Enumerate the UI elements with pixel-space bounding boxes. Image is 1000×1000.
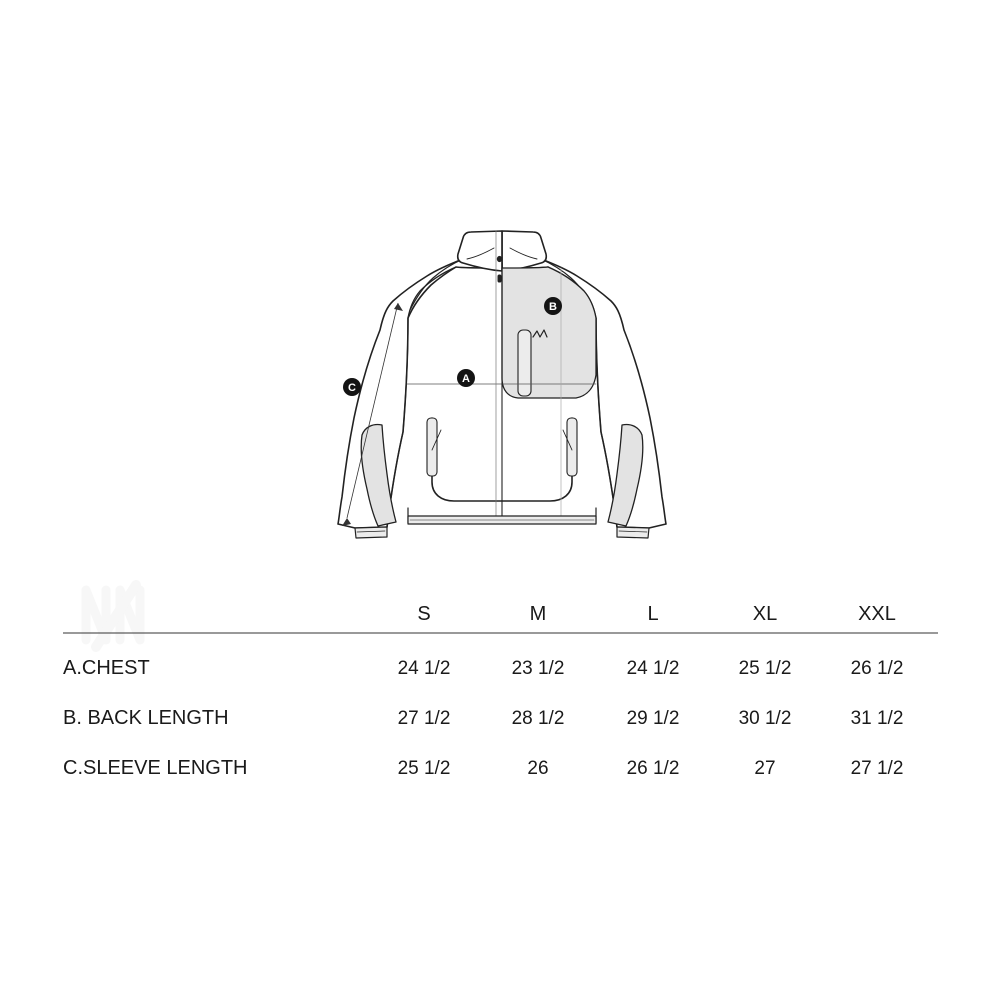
svg-text:A: A bbox=[462, 373, 470, 385]
svg-text:23 1/2: 23 1/2 bbox=[512, 658, 565, 679]
svg-text:XL: XL bbox=[753, 603, 777, 625]
svg-text:M: M bbox=[530, 603, 547, 625]
svg-text:B: B bbox=[549, 301, 557, 313]
svg-text:27: 27 bbox=[754, 758, 775, 779]
svg-text:L: L bbox=[647, 603, 658, 625]
svg-text:29 1/2: 29 1/2 bbox=[627, 708, 680, 729]
svg-text:25 1/2: 25 1/2 bbox=[739, 658, 792, 679]
svg-text:B. BACK LENGTH: B. BACK LENGTH bbox=[63, 707, 229, 729]
svg-text:27 1/2: 27 1/2 bbox=[851, 758, 904, 779]
svg-text:26: 26 bbox=[527, 758, 548, 779]
svg-text:XXL: XXL bbox=[858, 603, 896, 625]
svg-text:26 1/2: 26 1/2 bbox=[851, 658, 904, 679]
svg-text:27 1/2: 27 1/2 bbox=[398, 708, 451, 729]
svg-text:C.SLEEVE LENGTH: C.SLEEVE LENGTH bbox=[63, 757, 248, 779]
svg-text:24 1/2: 24 1/2 bbox=[398, 658, 451, 679]
svg-text:28 1/2: 28 1/2 bbox=[512, 708, 565, 729]
svg-text:S: S bbox=[417, 603, 430, 625]
svg-text:C: C bbox=[348, 382, 356, 394]
svg-text:A.CHEST: A.CHEST bbox=[63, 657, 150, 679]
svg-text:26 1/2: 26 1/2 bbox=[627, 758, 680, 779]
svg-text:31 1/2: 31 1/2 bbox=[851, 708, 904, 729]
svg-text:24 1/2: 24 1/2 bbox=[627, 658, 680, 679]
svg-text:30 1/2: 30 1/2 bbox=[739, 708, 792, 729]
svg-text:25 1/2: 25 1/2 bbox=[398, 758, 451, 779]
